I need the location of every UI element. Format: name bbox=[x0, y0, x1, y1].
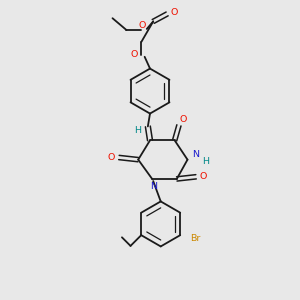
Text: O: O bbox=[130, 50, 138, 59]
Text: O: O bbox=[200, 172, 207, 181]
Text: O: O bbox=[108, 153, 115, 162]
Text: O: O bbox=[179, 116, 187, 124]
Text: N: N bbox=[193, 150, 200, 159]
Text: N: N bbox=[150, 182, 157, 191]
Text: H: H bbox=[134, 126, 141, 135]
Text: H: H bbox=[202, 157, 209, 166]
Text: Br: Br bbox=[190, 234, 200, 243]
Text: O: O bbox=[139, 21, 146, 30]
Text: O: O bbox=[171, 8, 178, 17]
